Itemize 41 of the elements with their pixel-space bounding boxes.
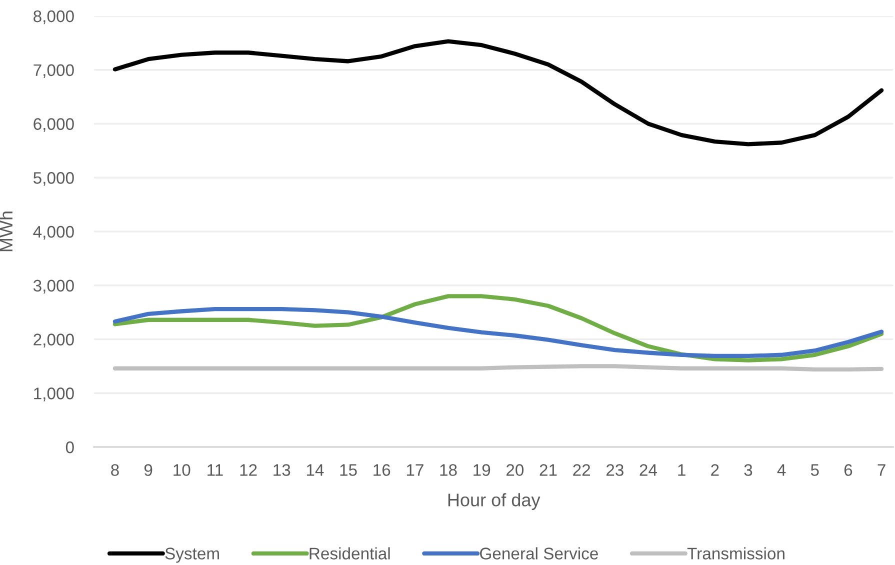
y-tick-label: 5,000: [33, 172, 74, 186]
line-series: [112, 294, 884, 362]
x-tick-label: 20: [506, 464, 524, 476]
x-tick-label: 17: [406, 464, 424, 476]
x-tick-label: 24: [640, 464, 658, 476]
legend-label: General Service: [480, 547, 598, 560]
x-tick-label: 8: [111, 464, 119, 476]
x-tick-label: 15: [340, 464, 357, 476]
x-tick-label: 10: [174, 464, 190, 476]
y-tick-label: 1,000: [34, 388, 74, 402]
x-tick-label: 16: [374, 464, 390, 476]
y-tick-label: 8,000: [34, 10, 74, 24]
legend-label: Residential: [310, 547, 390, 560]
line-series: [112, 39, 884, 146]
x-tick-label: 1: [678, 464, 686, 476]
x-tick-label: 13: [274, 464, 290, 476]
line-series: [112, 307, 884, 358]
x-tick-label: 12: [240, 464, 257, 476]
x-tick-label: 9: [144, 464, 152, 476]
x-tick-label: 2: [711, 464, 719, 476]
y-tick-label: 3,000: [33, 280, 74, 294]
x-tick-label: 19: [474, 464, 490, 476]
x-tick-label: 4: [777, 464, 786, 476]
y-tick-label: 6,000: [34, 118, 74, 132]
x-tick-label: 5: [810, 464, 819, 476]
x-tick-label: 7: [878, 464, 886, 476]
x-axis-title: Hour of day: [448, 493, 540, 510]
x-tick-label: 21: [540, 464, 557, 476]
y-tick-label: 2,000: [34, 334, 74, 348]
y-tick-label: 0: [66, 441, 74, 454]
x-tick-label: 14: [306, 464, 324, 476]
x-tick-label: 23: [606, 464, 624, 476]
x-tick-label: 22: [573, 464, 590, 476]
y-tick-label: 7,000: [34, 64, 74, 78]
legend-label: System: [165, 548, 219, 563]
y-tick-label: 4,000: [33, 226, 74, 240]
x-tick-label: 18: [440, 464, 457, 476]
legend-label: Transmission: [687, 547, 784, 560]
x-tick-label: 6: [844, 464, 852, 476]
x-tick-label: 11: [208, 464, 223, 476]
x-tick-label: 3: [744, 464, 752, 476]
